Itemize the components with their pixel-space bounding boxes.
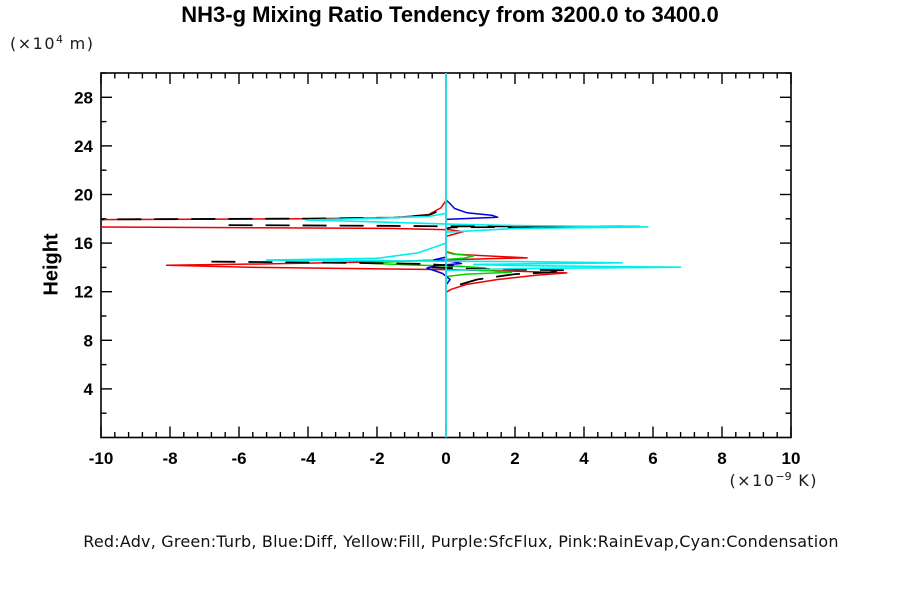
svg-text:0: 0: [441, 449, 450, 468]
svg-text:-10: -10: [89, 449, 114, 468]
svg-text:-6: -6: [231, 449, 246, 468]
svg-text:2: 2: [510, 449, 519, 468]
svg-text:12: 12: [74, 283, 93, 302]
legend-text: Red:Adv, Green:Turb, Blue:Diff, Yellow:F…: [83, 532, 839, 551]
svg-text:6: 6: [648, 449, 657, 468]
svg-text:8: 8: [84, 331, 93, 350]
svg-text:20: 20: [74, 186, 93, 205]
svg-text:-2: -2: [369, 449, 384, 468]
svg-text:4: 4: [579, 449, 589, 468]
svg-text:4: 4: [84, 380, 94, 399]
x-axis-unit: (×10−9 K): [729, 470, 818, 490]
y-axis-title: Height: [40, 233, 63, 296]
svg-text:24: 24: [74, 137, 93, 156]
y-axis-unit: (×104 m): [10, 33, 95, 53]
svg-text:16: 16: [74, 234, 93, 253]
svg-text:28: 28: [74, 88, 93, 107]
svg-text:-8: -8: [162, 449, 177, 468]
svg-text:8: 8: [717, 449, 726, 468]
svg-text:10: 10: [782, 449, 801, 468]
svg-text:-4: -4: [300, 449, 316, 468]
chart-title: NH3-g Mixing Ratio Tendency from 3200.0 …: [181, 2, 719, 27]
